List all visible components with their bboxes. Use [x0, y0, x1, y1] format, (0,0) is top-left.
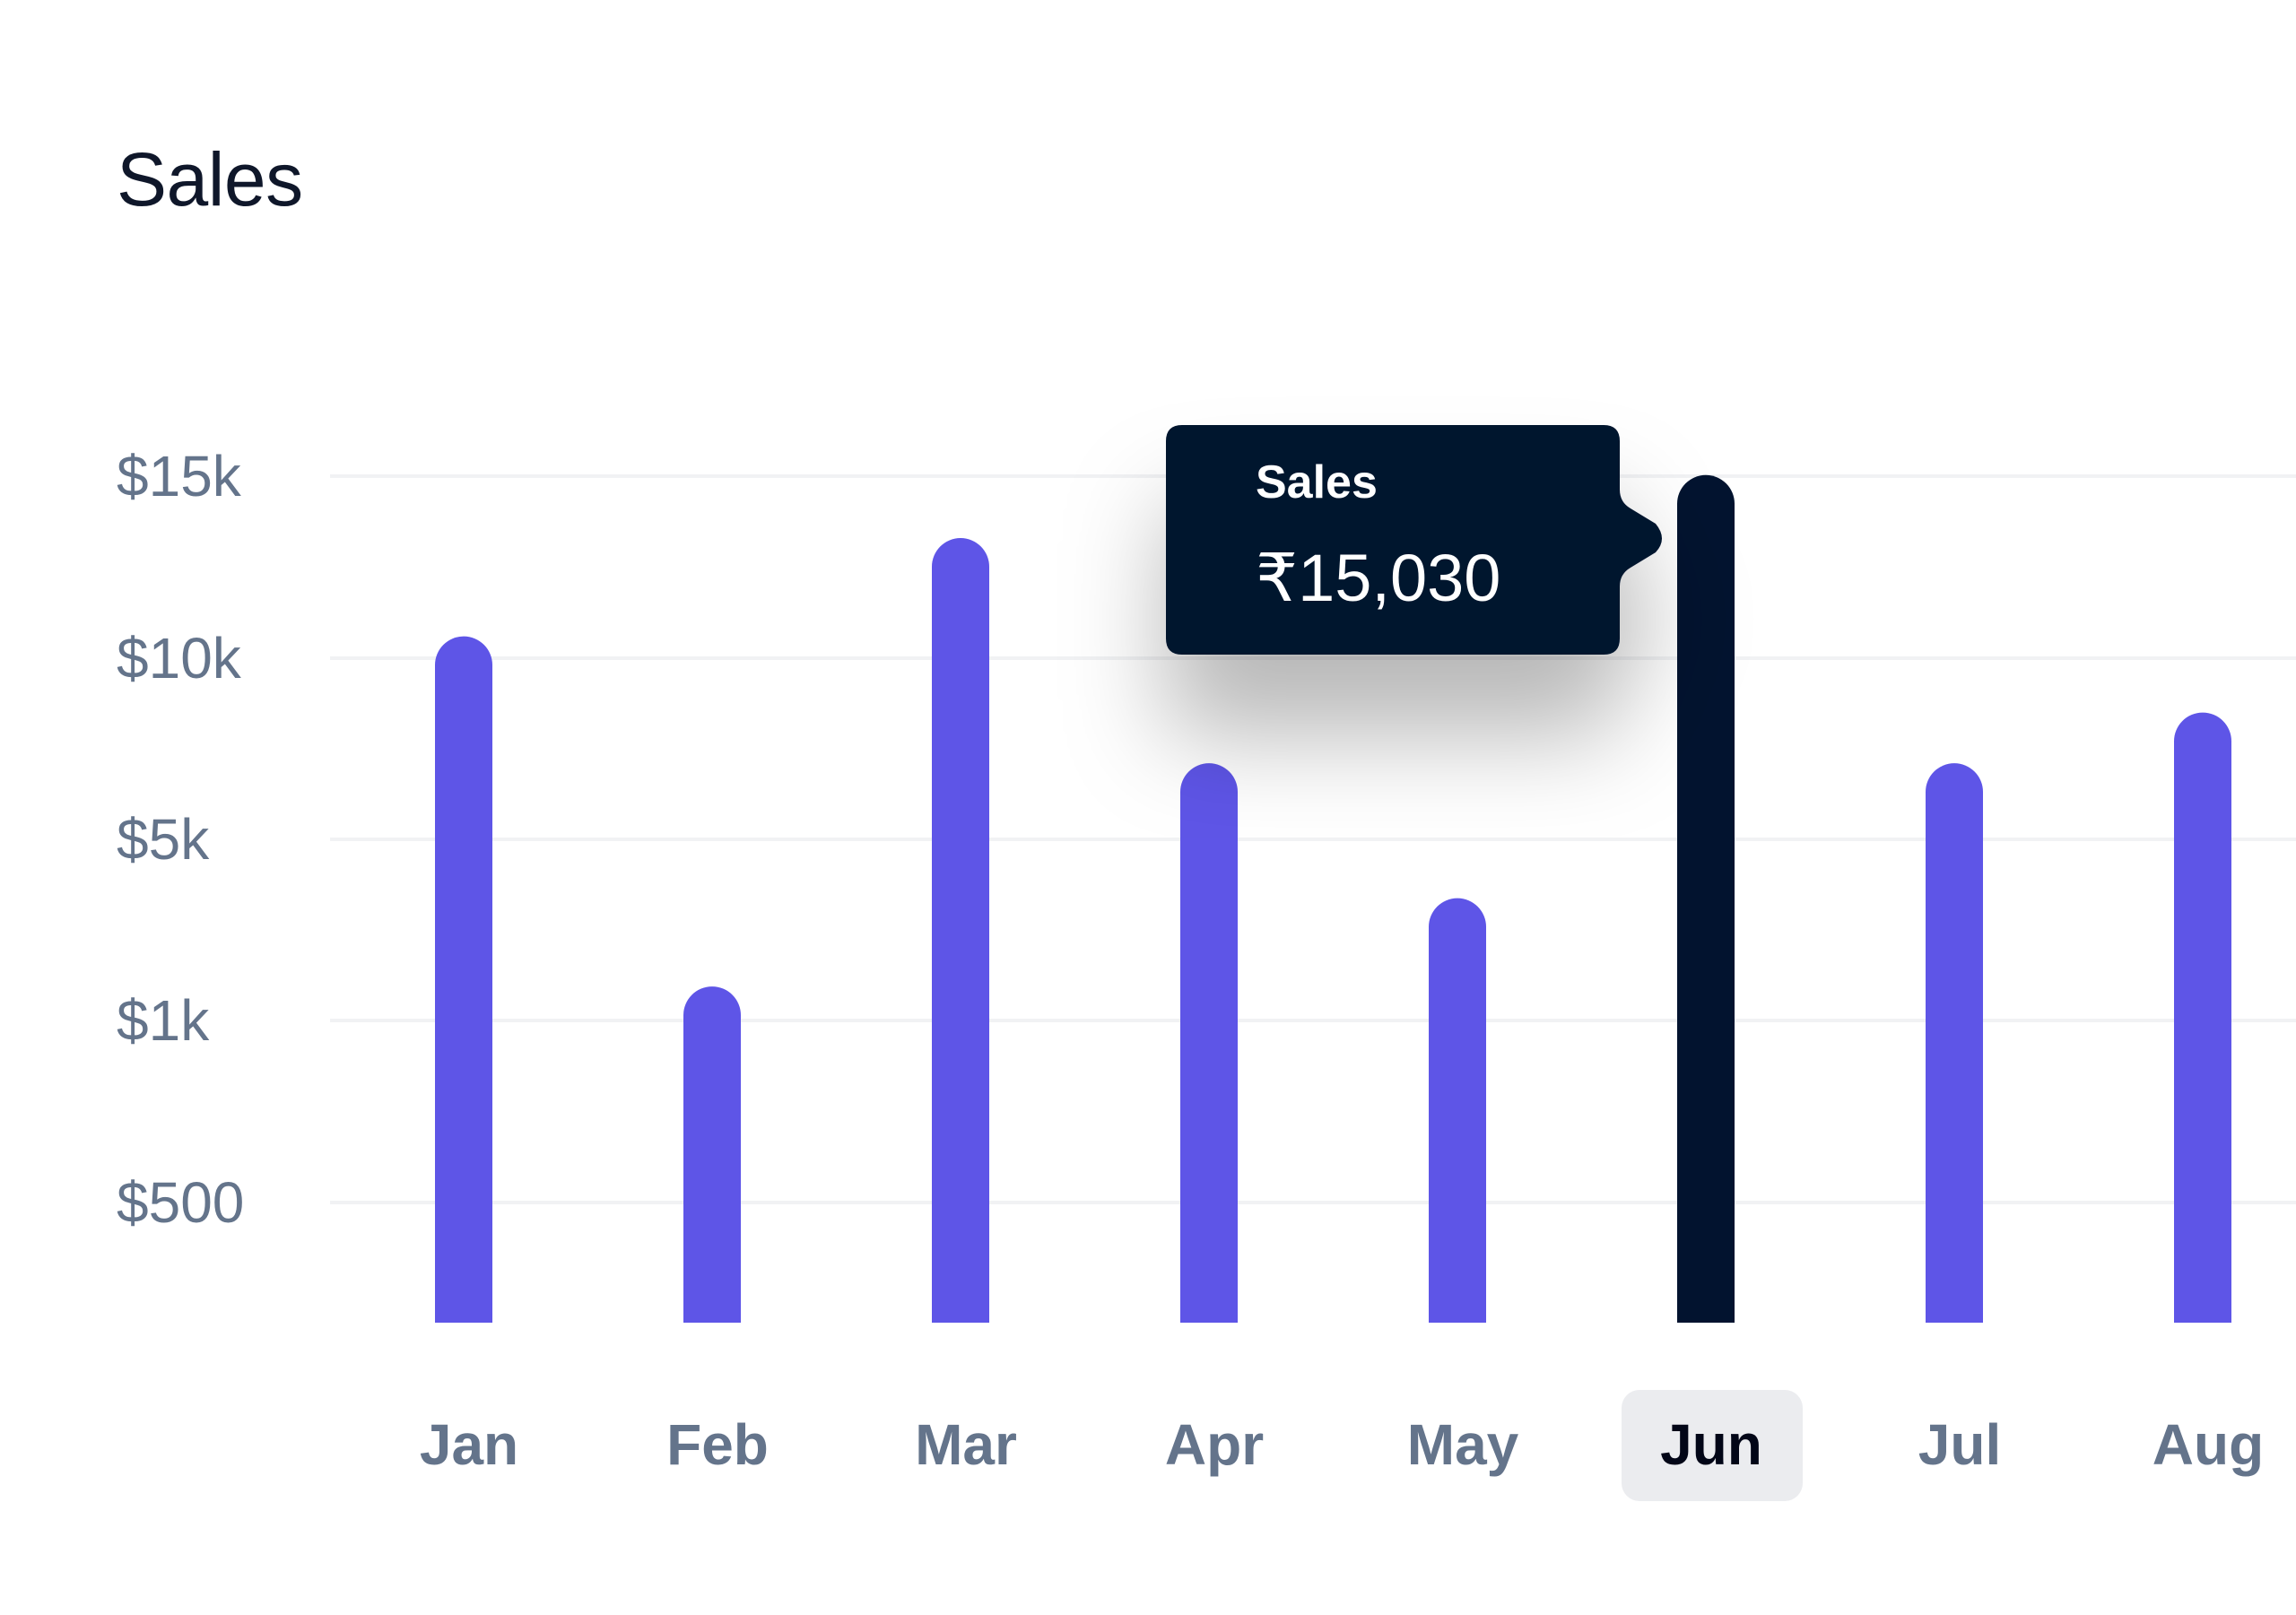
- bar-apr[interactable]: [1180, 763, 1238, 1323]
- bar-may[interactable]: [1429, 898, 1486, 1323]
- x-tick-label-jun[interactable]: Jun: [1660, 1412, 1762, 1477]
- bars: [435, 474, 2231, 1323]
- tooltip-box: [1166, 425, 1662, 655]
- y-tick-label: $10k: [117, 626, 242, 690]
- tooltip-label: Sales: [1256, 456, 1378, 508]
- bar-jun[interactable]: [1677, 474, 1735, 1323]
- bar-aug[interactable]: [2174, 712, 2231, 1323]
- x-tick-label-feb[interactable]: Feb: [666, 1412, 769, 1477]
- x-tick-label-aug[interactable]: Aug: [2152, 1412, 2264, 1477]
- y-tick-label: $1k: [117, 988, 210, 1053]
- y-tick-label: $500: [117, 1170, 244, 1235]
- bar-mar[interactable]: [932, 538, 989, 1323]
- x-tick-label-jan[interactable]: Jan: [420, 1412, 518, 1477]
- y-tick-label: $15k: [117, 444, 242, 508]
- x-tick-label-apr[interactable]: Apr: [1165, 1412, 1264, 1477]
- x-tick-highlight: [1622, 1390, 1803, 1501]
- tooltip: Sales ₹15,030: [1166, 425, 1662, 655]
- x-axis: Jan Feb Mar Apr May Jun Jul Aug: [420, 1390, 2264, 1501]
- bar-feb[interactable]: [683, 986, 741, 1323]
- tooltip-value: ₹15,030: [1256, 541, 1500, 615]
- bar-jul[interactable]: [1926, 763, 1983, 1323]
- x-tick-label-may[interactable]: May: [1407, 1412, 1519, 1477]
- y-tick-label: $5k: [117, 807, 210, 872]
- x-tick-label-mar[interactable]: Mar: [915, 1412, 1017, 1477]
- x-tick-label-jul[interactable]: Jul: [1918, 1412, 2001, 1477]
- bar-jan[interactable]: [435, 636, 492, 1323]
- chart-title: Sales: [117, 137, 303, 221]
- y-axis: $500 $1k $5k $10k $15k: [117, 444, 244, 1235]
